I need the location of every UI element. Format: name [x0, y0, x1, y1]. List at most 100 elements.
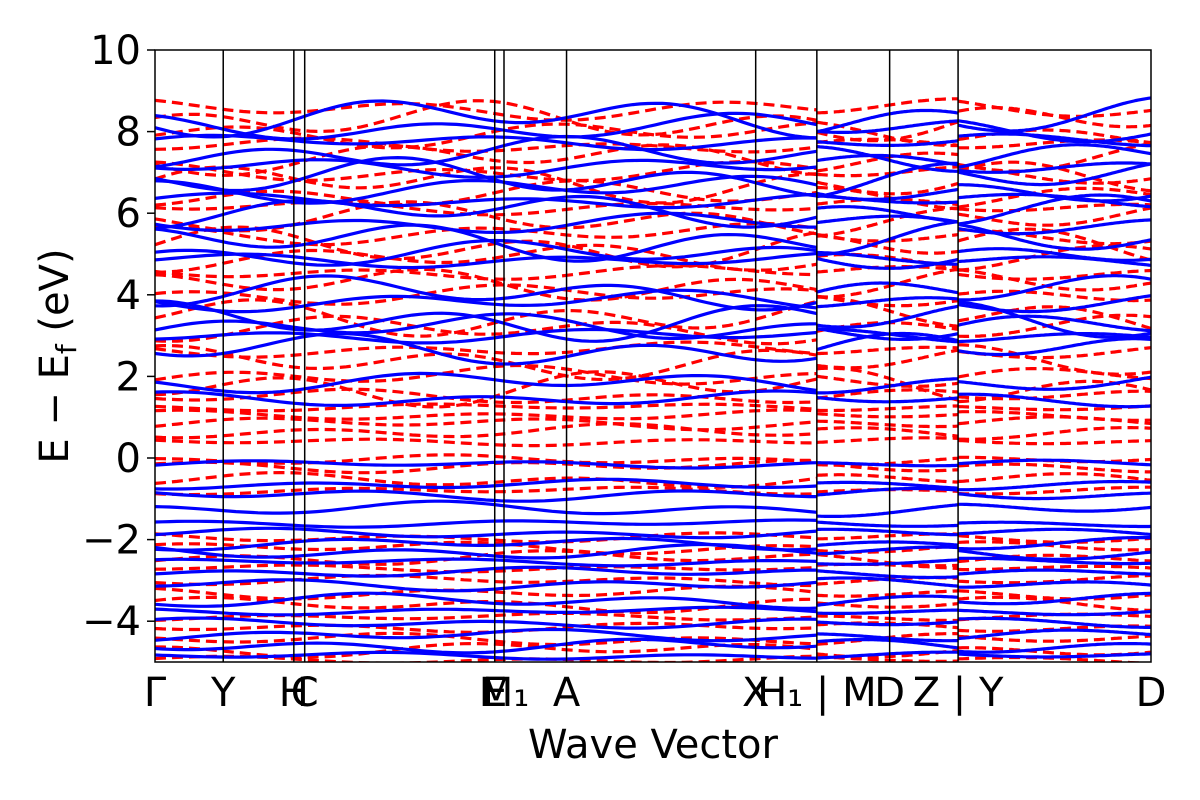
band-up-6-seg1: [816, 576, 959, 588]
band-down-19-seg2: [958, 410, 1151, 422]
band-down-16-seg2: [957, 438, 1151, 446]
band-up-2-seg1: [816, 632, 959, 643]
band-up-18-seg1: [816, 377, 959, 395]
y-axis-title: E − Ef (eV): [32, 248, 83, 463]
band-up-34-seg2: [957, 143, 1151, 169]
band-down-38-seg1: [816, 165, 959, 178]
band-down-20-seg1: [816, 404, 959, 413]
y-tick-label-7: 10: [90, 28, 141, 74]
band-up-14-seg2: [957, 491, 1151, 501]
band-up-22-seg0: [155, 299, 818, 343]
band-up-37-seg2: [957, 96, 1151, 133]
band-down-18-seg2: [957, 415, 1151, 426]
band-up-27-seg1: [816, 220, 959, 257]
band-down-10-seg2: [958, 540, 1151, 552]
plot-frame: [154, 49, 1152, 663]
band-up-33-seg1: [816, 153, 959, 167]
band-up-3-seg0: [155, 616, 817, 630]
band-down-39-seg0: [155, 143, 817, 177]
band-up-3-seg2: [958, 616, 1151, 629]
band-down-29-seg1: [816, 267, 959, 299]
band-down-42-seg2: [957, 106, 1151, 129]
band-down-34-seg0: [155, 200, 818, 236]
band-down-28-seg1: [816, 294, 959, 308]
x-tick-label-6: A: [553, 670, 581, 716]
band-up-33-seg2: [957, 161, 1151, 174]
band-down-13-seg2: [958, 472, 1151, 484]
band-up-30-seg0: [155, 191, 817, 210]
band-up-31-seg1: [816, 187, 959, 201]
band-down-43-seg0: [155, 98, 817, 122]
band-up-4-seg1: [816, 608, 959, 615]
x-tick-label-2: H: [279, 670, 309, 716]
band-up-8-seg2: [958, 556, 1151, 566]
band-down-8-seg2: [958, 564, 1151, 572]
band-down-38-seg2: [957, 163, 1151, 185]
band-up-36-seg1: [816, 119, 959, 134]
band-down-18-seg1: [816, 419, 959, 429]
x-tick-label-1: Y: [210, 670, 236, 716]
band-down-27-seg0: [155, 298, 818, 338]
band-down-21-seg1: [816, 388, 959, 400]
bands-layer: [155, 96, 1151, 662]
band-up-10-seg0: [155, 536, 817, 552]
band-up-17-seg2: [958, 392, 1151, 409]
x-tick-label-4: E: [482, 670, 507, 716]
band-up-35-seg1: [816, 139, 959, 147]
band-down-13-seg0: [155, 470, 817, 489]
band-up-6-seg2: [958, 580, 1151, 589]
band-down-34-seg1: [816, 206, 959, 238]
band-up-28-seg0: [155, 211, 817, 234]
band-up-13-seg1: [816, 503, 959, 518]
band-down-6-seg2: [957, 589, 1151, 601]
band-down-4-seg1: [816, 614, 959, 623]
x-tick-label-0: Γ: [144, 670, 167, 716]
band-up-1-seg0: [155, 637, 817, 655]
band-up-8-seg1: [816, 558, 959, 566]
band-up-20-seg2: [958, 332, 1151, 344]
band-up-16-seg1: [816, 461, 959, 468]
y-tick-label-5: 6: [116, 191, 141, 237]
band-up-12-seg2: [958, 520, 1151, 529]
band-down-24-seg2: [958, 343, 1151, 376]
band-down-24-seg1: [816, 348, 959, 370]
band-down-23-seg2: [957, 367, 1151, 381]
band-up-24-seg2: [958, 274, 1151, 302]
x-tick-label-8: H₁ | M: [757, 670, 877, 716]
band-up-7-seg2: [957, 568, 1151, 576]
band-down-6-seg1: [816, 589, 959, 598]
x-tick-label-3: C: [291, 670, 319, 716]
series-up: [155, 96, 1151, 661]
band-up-26-seg1: [816, 256, 959, 270]
band-down-36-seg0: [155, 179, 818, 207]
band-up-36-seg2: [957, 119, 1151, 144]
series-down: [155, 97, 1151, 662]
band-up-25-seg0: [155, 251, 817, 270]
band-up-9-seg2: [957, 548, 1151, 561]
band-up-21-seg1: [816, 326, 959, 341]
band-up-8-seg0: [155, 557, 817, 568]
band-down-42-seg0: [155, 99, 818, 137]
band-up-14-seg1: [816, 486, 959, 497]
band-down-7-seg0: [155, 573, 817, 588]
band-up-13-seg2: [958, 502, 1151, 513]
y-tick-label-1: −2: [82, 518, 141, 564]
band-down-19-seg0: [155, 408, 817, 421]
band-down-25-seg1: [816, 345, 959, 356]
band-down-37-seg1: [816, 180, 959, 196]
band-down-16-seg1: [816, 436, 959, 444]
band-up-12-seg0: [155, 518, 817, 529]
band-up-13-seg0: [155, 499, 817, 516]
band-down-23-seg0: [155, 363, 817, 386]
band-up-16-seg2: [958, 458, 1151, 467]
band-up-19-seg0: [155, 331, 818, 366]
band-down-43-seg2: [957, 99, 1151, 118]
band-up-37-seg0: [155, 99, 817, 140]
band-down-38-seg0: [155, 160, 818, 183]
band-up-27-seg0: [155, 223, 818, 263]
band-down-11-seg1: [816, 532, 959, 541]
band-down-29-seg0: [155, 267, 818, 302]
band-up-10-seg2: [958, 536, 1151, 551]
band-down-2-seg2: [957, 634, 1151, 643]
